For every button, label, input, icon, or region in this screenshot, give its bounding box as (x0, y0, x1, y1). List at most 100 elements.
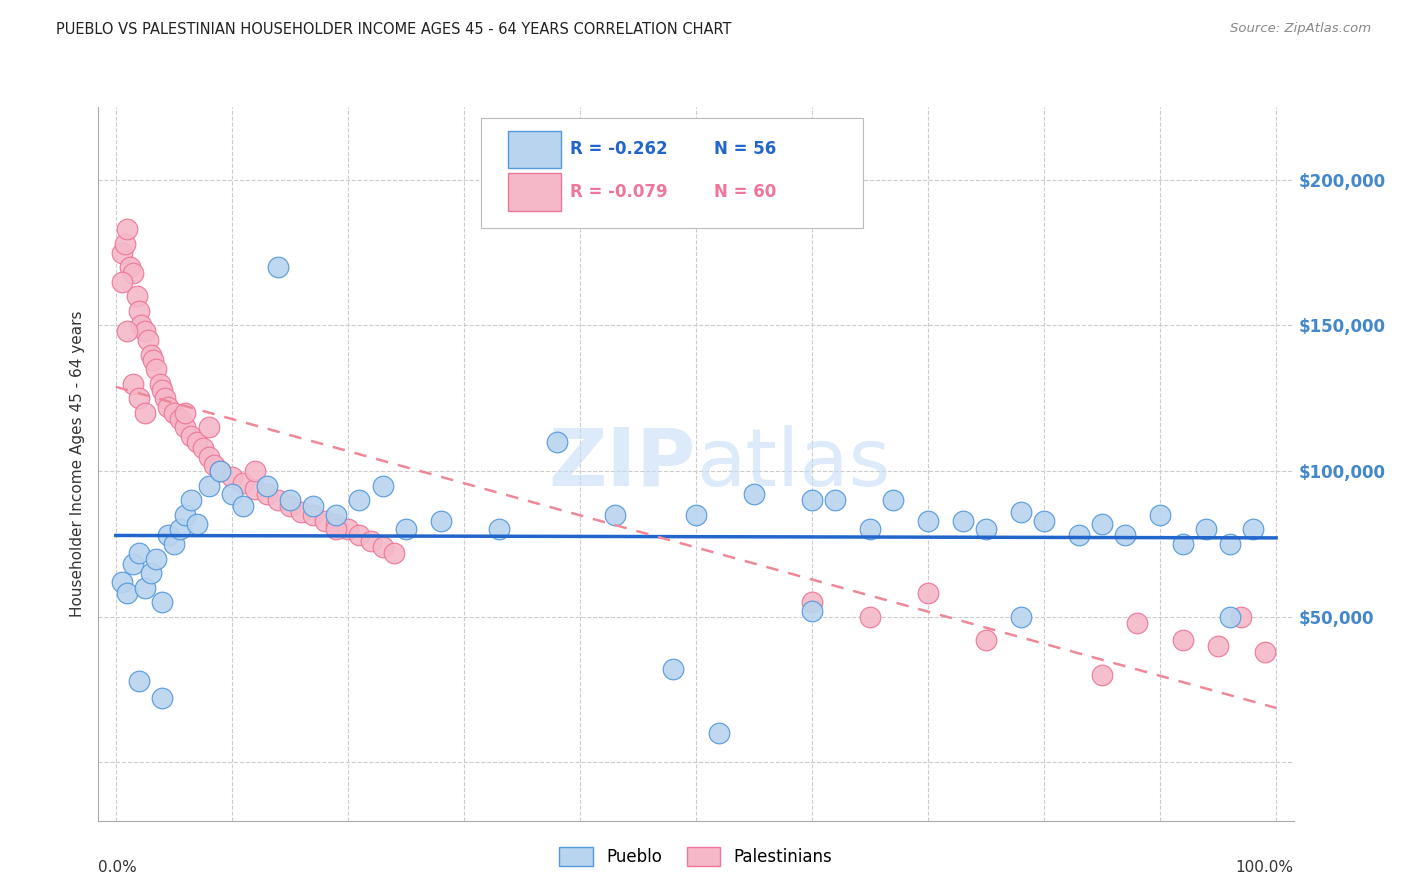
Point (917, 514, 939, 528)
Point (134, 324, 156, 338)
Point (221, 487, 243, 501)
Point (209, 464, 232, 478)
Point (243, 482, 266, 496)
Point (122, 376, 145, 391)
Point (256, 487, 278, 501)
Point (278, 499, 301, 513)
Text: N = 60: N = 60 (714, 183, 776, 201)
Point (267, 260, 290, 275)
Point (139, 348, 162, 362)
Text: PUEBLO VS PALESTINIAN HOUSEHOLDER INCOME AGES 45 - 64 YEARS CORRELATION CHART: PUEBLO VS PALESTINIAN HOUSEHOLDER INCOME… (56, 22, 731, 37)
Text: ZIP: ZIP (548, 425, 696, 503)
Point (117, 324, 139, 338)
Y-axis label: Householder Income Ages 45 - 64 years: Householder Income Ages 45 - 64 years (70, 310, 86, 617)
Point (174, 406, 197, 420)
Point (145, 362, 167, 376)
Point (180, 429, 202, 443)
Point (349, 528, 371, 542)
Point (801, 595, 824, 609)
Point (150, 383, 173, 397)
Point (302, 508, 325, 522)
Point (1010, 609, 1032, 624)
Point (1173, 537, 1195, 551)
Point (1195, 522, 1218, 536)
Point (1010, 505, 1032, 519)
Point (186, 516, 208, 531)
Point (314, 514, 336, 528)
Point (546, 435, 568, 450)
Point (1033, 514, 1056, 528)
FancyBboxPatch shape (509, 173, 561, 211)
Point (336, 522, 359, 536)
Point (114, 236, 136, 251)
Point (1126, 615, 1149, 630)
Point (128, 673, 150, 688)
Point (232, 499, 254, 513)
Point (150, 595, 173, 609)
Point (163, 537, 186, 551)
Point (603, 508, 626, 522)
Point (1219, 609, 1241, 624)
Point (661, 662, 683, 676)
Point (801, 604, 824, 618)
Point (134, 581, 156, 595)
Point (197, 420, 219, 434)
FancyBboxPatch shape (481, 118, 863, 228)
Point (117, 222, 139, 236)
Point (360, 534, 382, 549)
Point (395, 522, 418, 536)
Point (191, 441, 214, 455)
Point (801, 493, 824, 508)
Point (685, 508, 707, 522)
Point (974, 633, 997, 648)
Point (1241, 522, 1264, 536)
Point (150, 691, 173, 706)
Legend: Pueblo, Palestinians: Pueblo, Palestinians (553, 840, 839, 873)
Point (1091, 668, 1114, 682)
Point (149, 376, 172, 391)
Text: 100.0%: 100.0% (1236, 860, 1294, 875)
Text: 0.0%: 0.0% (98, 860, 138, 875)
Point (139, 566, 162, 580)
Point (232, 475, 254, 490)
Point (134, 406, 156, 420)
Point (882, 493, 904, 508)
Point (136, 333, 159, 347)
Text: Source: ZipAtlas.com: Source: ZipAtlas.com (1230, 22, 1371, 36)
Point (142, 353, 165, 368)
Point (1219, 537, 1241, 551)
Point (169, 522, 191, 536)
Point (1230, 609, 1253, 624)
Point (174, 420, 197, 434)
Point (952, 514, 974, 528)
Point (169, 411, 191, 425)
Point (174, 508, 197, 522)
Point (111, 245, 134, 260)
Point (145, 551, 167, 566)
Point (1149, 508, 1171, 522)
Point (709, 726, 731, 740)
Point (1114, 528, 1136, 542)
Point (157, 400, 180, 414)
Point (859, 522, 882, 536)
Point (131, 318, 153, 333)
Point (382, 546, 405, 560)
Point (243, 464, 266, 478)
Point (122, 558, 145, 572)
Point (118, 260, 141, 275)
Point (197, 450, 219, 464)
Point (742, 487, 765, 501)
Point (290, 505, 312, 519)
Point (117, 586, 139, 600)
Point (371, 540, 394, 554)
Point (974, 522, 997, 536)
Point (1206, 639, 1229, 653)
Point (122, 266, 145, 280)
Point (157, 528, 180, 542)
Point (128, 546, 150, 560)
Point (186, 435, 208, 450)
Point (325, 522, 347, 536)
Text: R = -0.262: R = -0.262 (571, 140, 668, 158)
Point (325, 516, 347, 531)
Point (371, 478, 394, 492)
